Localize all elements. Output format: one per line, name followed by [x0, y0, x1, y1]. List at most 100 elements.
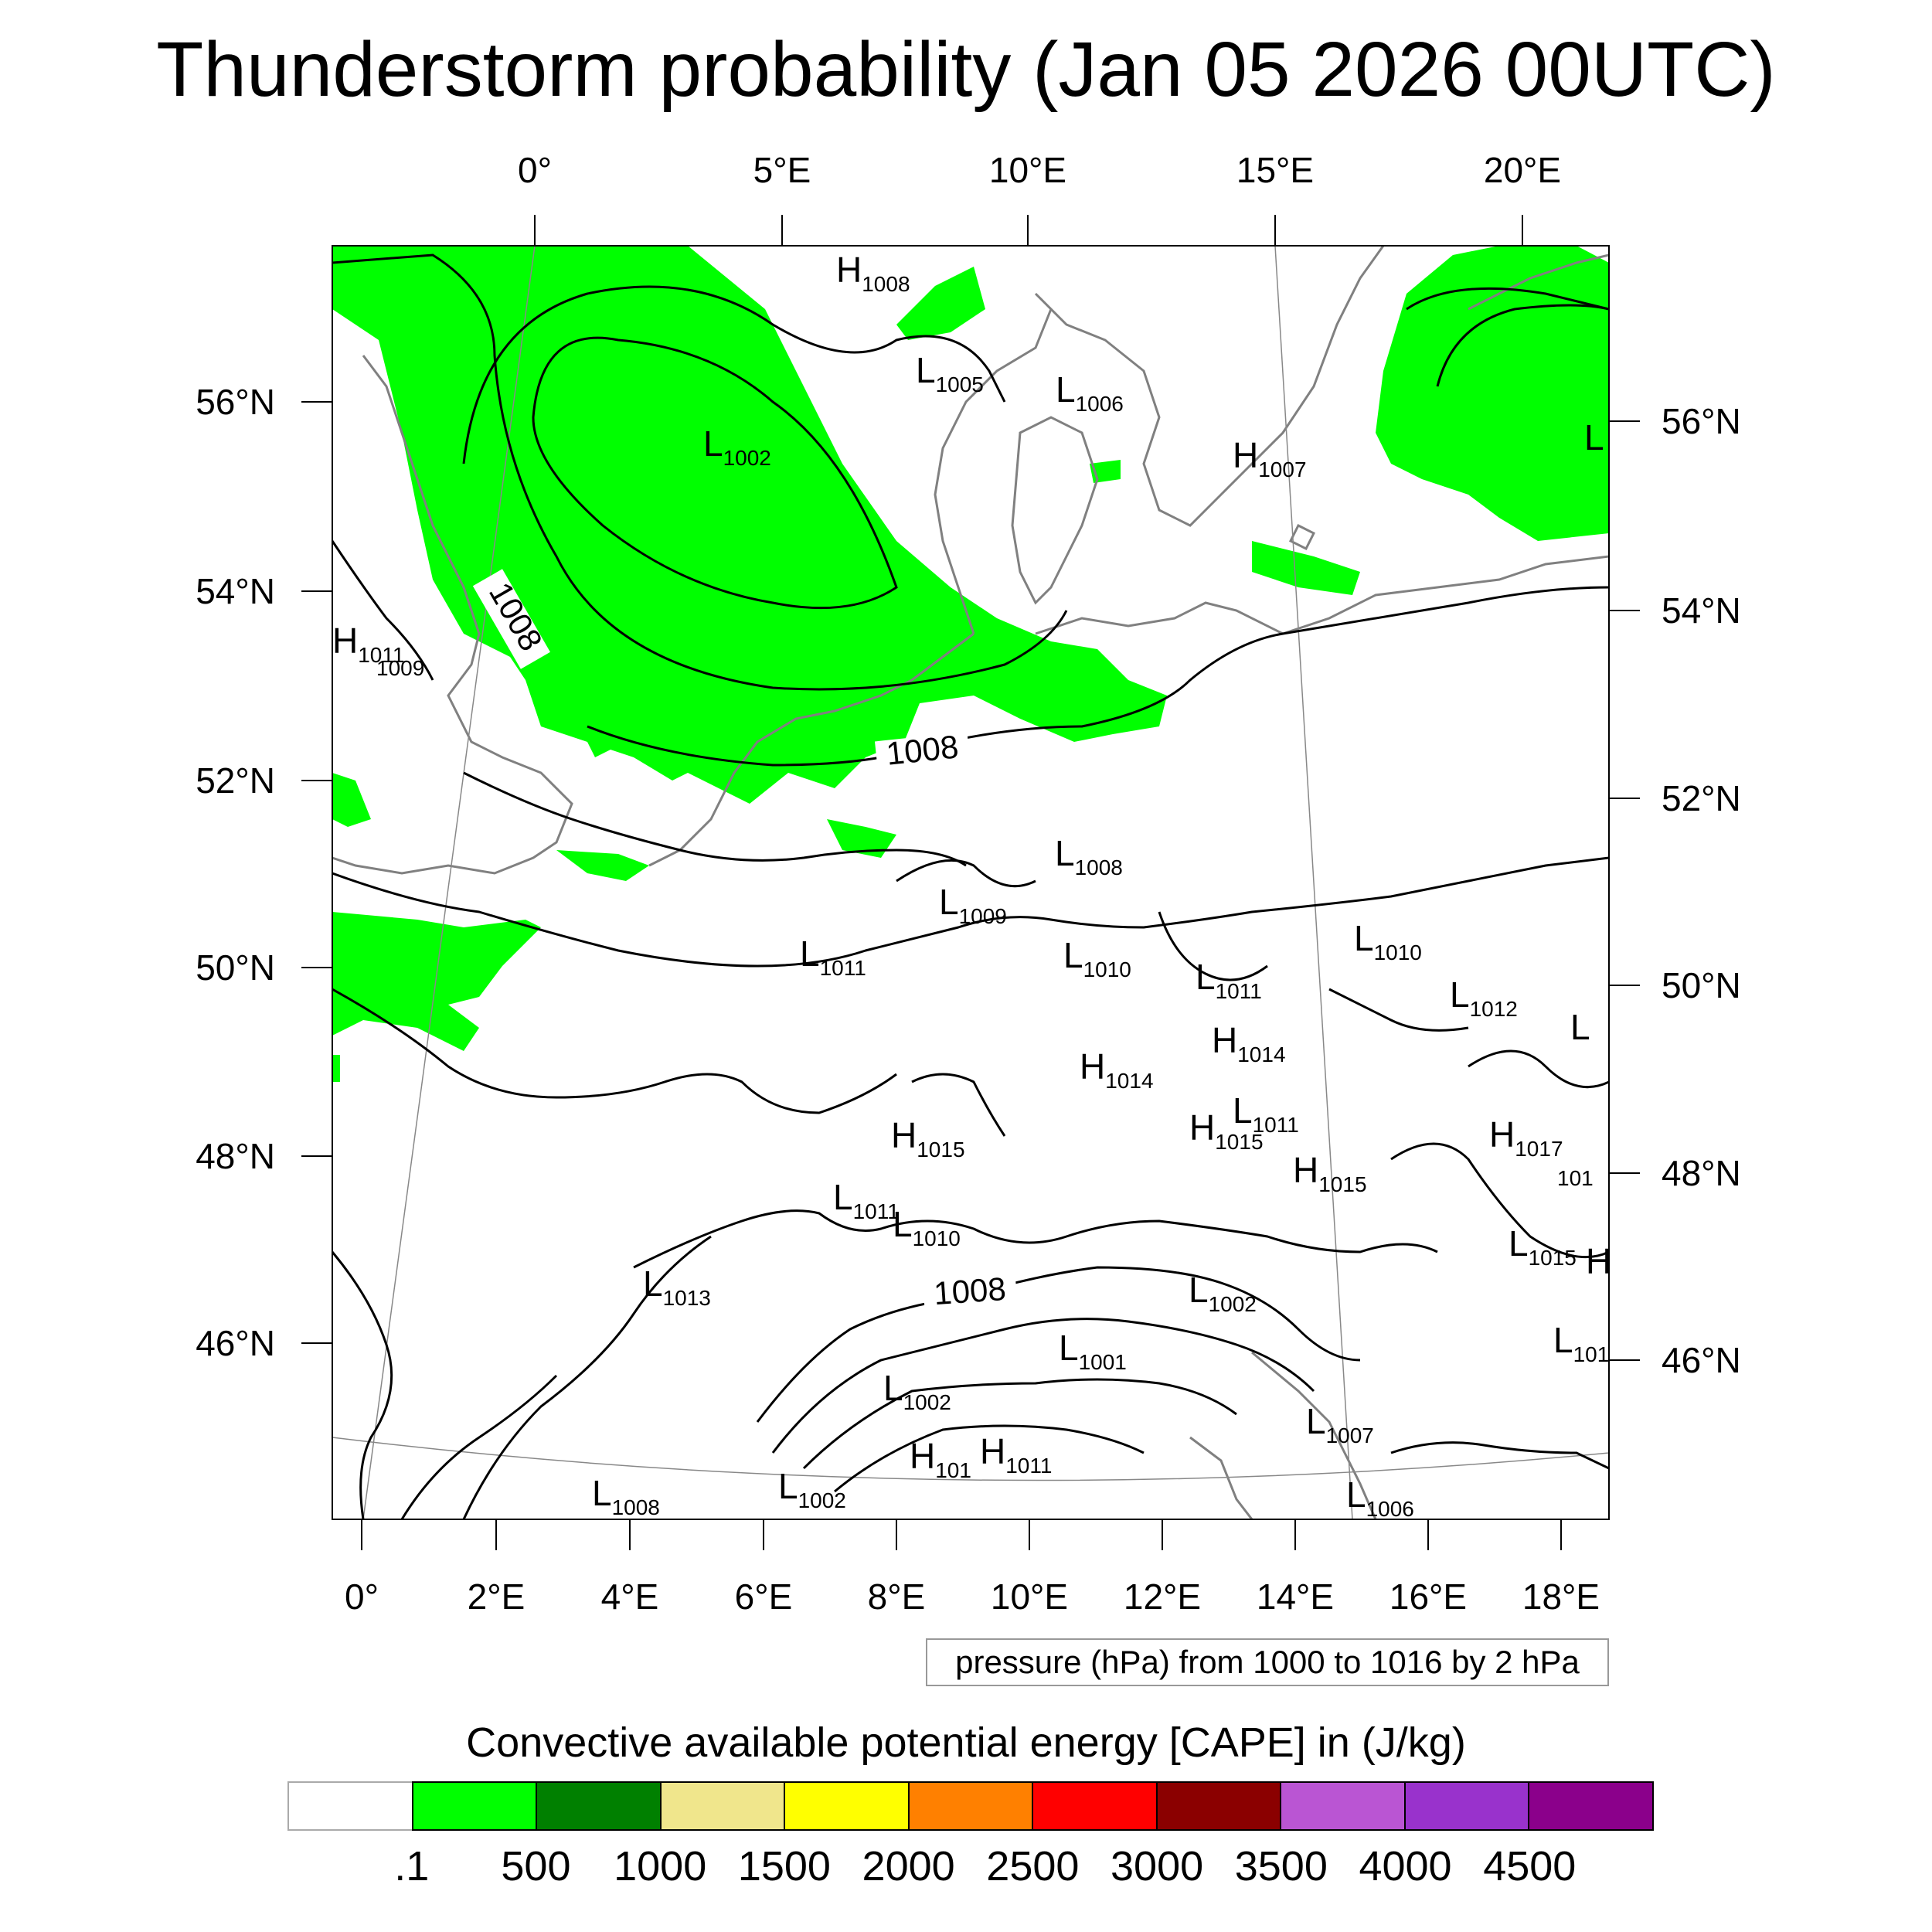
pressure-center-label: L1005	[916, 350, 984, 396]
isobar-low-inner	[532, 336, 898, 610]
graticule	[332, 246, 1609, 1519]
right-lat-label: 54°N	[1662, 590, 1741, 631]
pressure-center-label: L1015	[1509, 1223, 1577, 1270]
pressure-center-label: L	[1570, 1007, 1590, 1047]
pressure-center-label: L1002	[1189, 1270, 1257, 1316]
cape-colorbar-labels: .1 500 1000 1500 2000 2500 3000 3500 4000 4500	[287, 1839, 1654, 1893]
pressure-center-label: L1010	[1063, 935, 1131, 981]
bottom-lon-label: 8°E	[868, 1577, 926, 1617]
pressure-center-label: L1012	[1450, 975, 1518, 1021]
pressure-center-label: L1011	[800, 934, 866, 980]
cape-swatch	[1280, 1781, 1406, 1831]
right-lat-label: 46°N	[1662, 1340, 1741, 1380]
top-lon-label: 20°E	[1484, 150, 1561, 190]
bottom-lon-label: 10°E	[991, 1577, 1068, 1617]
isobar-1010-mid	[332, 856, 1609, 968]
coast-netherlands	[648, 632, 975, 867]
cape-area-low-countries	[827, 819, 896, 858]
right-lat-label: 56°N	[1662, 401, 1741, 441]
coast-lake-1	[1288, 523, 1316, 551]
pressure-centers: H 1008 L1005 L1006 L1002 H1007 L H1011 1009 L1008…	[332, 250, 1611, 1521]
cape-swatch	[1528, 1781, 1655, 1831]
pressure-center-label: L1008	[1055, 833, 1123, 879]
isobar-west-1	[332, 1251, 393, 1519]
cape-swatch	[1155, 1781, 1282, 1831]
contour-label-bg	[874, 731, 971, 776]
page-title: Thunderstorm probability (Jan 05 2026 00…	[156, 26, 1776, 113]
coast-sweden	[1034, 246, 1385, 527]
cape-colorbar-label: 1000	[614, 1843, 707, 1889]
meridian-15E	[1274, 246, 1353, 1519]
pressure-center-label: L1007	[1306, 1401, 1374, 1447]
pressure-center-label: H1017	[1489, 1114, 1563, 1161]
left-lat-label: 46°N	[196, 1323, 275, 1363]
isobar-alps-4	[834, 1424, 1145, 1493]
pressure-center-label: L1011	[1196, 957, 1262, 1003]
bottom-lon-label: 6°E	[735, 1577, 793, 1617]
pressure-center-label: H1015	[1189, 1107, 1264, 1154]
right-lat-label: 50°N	[1662, 965, 1741, 1005]
isobar-east-3	[1328, 988, 1469, 1032]
isobar-alps-2	[771, 1318, 1315, 1454]
pressure-center-label: H1014	[1212, 1020, 1286, 1066]
pressure-center-label: L1006	[1056, 369, 1124, 416]
bottom-lon-label: 0°	[345, 1577, 379, 1617]
cape-swatch	[287, 1781, 413, 1831]
pressure-center-label: H1015	[891, 1115, 965, 1162]
cape-colorbar	[287, 1781, 1655, 1831]
isobar-low-mid	[462, 285, 1006, 464]
pressure-center-label: L1010	[893, 1204, 961, 1250]
pressure-center-label: L1002	[703, 423, 771, 470]
cape-colorbar-label: 1500	[737, 1843, 831, 1889]
axis-labels: 0° 5°E 10°E 15°E 20°E 0° 2°E 4°E 6°E 8°E 10°E 12°E 1…	[196, 150, 1741, 1617]
cape-colorbar-label: 2500	[986, 1843, 1080, 1889]
bottom-lon-label: 18°E	[1522, 1577, 1600, 1617]
coast-jutland	[934, 308, 1053, 634]
contour-label-bg	[922, 1274, 1018, 1315]
isobar-east-2	[1468, 1049, 1609, 1089]
pressure-center-label: L1006	[1346, 1475, 1414, 1521]
left-lat-label: 54°N	[196, 571, 275, 611]
meridian-0	[362, 246, 536, 1519]
isobar-east-low-2	[1436, 304, 1609, 387]
pressure-legend: pressure (hPa) from 1000 to 1016 by 2 hP…	[926, 1638, 1609, 1686]
pressure-center-label: H1014	[1080, 1046, 1154, 1093]
cape-area-north-sea	[332, 246, 1167, 804]
coast-italy-north	[1189, 1436, 1253, 1519]
cape-colorbar-label: 3000	[1111, 1843, 1204, 1889]
pressure-center-label: H	[1586, 1241, 1611, 1281]
isobar-mid-2	[1158, 911, 1268, 981]
contour-label: 1008	[933, 1270, 1007, 1311]
cape-area-west-uk	[332, 773, 371, 827]
isobar-channel	[463, 771, 967, 867]
parallel-bottom	[332, 1437, 1609, 1481]
cape-area-dover	[556, 850, 649, 881]
pressure-center-label: L1009	[939, 882, 1007, 928]
isobar-west-2	[332, 540, 434, 681]
isobar-mid-3	[911, 1073, 1006, 1137]
pressure-center-label: 1009	[376, 656, 424, 680]
cape-area-sardinia-edge	[332, 1055, 340, 1082]
contour-label-bg	[472, 569, 550, 669]
cape-swatch	[536, 1781, 662, 1831]
isobar-mid-1	[896, 859, 1036, 888]
pressure-center-label: 101	[1557, 1166, 1594, 1190]
cape-area-baltic-small	[1252, 541, 1360, 595]
left-lat-label: 56°N	[196, 382, 275, 422]
pressure-center-label: H1007	[1233, 435, 1307, 481]
pressure-center-label: L1002	[883, 1368, 951, 1414]
pressure-center-label: H1011	[980, 1431, 1052, 1478]
pressure-center-label: L1011	[833, 1177, 900, 1223]
axis-ticks	[301, 215, 1640, 1550]
isobar-alps-3	[802, 1378, 1237, 1470]
coast-adriatic	[1251, 1351, 1377, 1519]
cape-colorbar-label: 4500	[1483, 1843, 1577, 1889]
top-lon-label: 15°E	[1236, 150, 1314, 190]
pressure-center-label: L1013	[643, 1264, 711, 1310]
bottom-lon-label: 2°E	[468, 1577, 526, 1617]
pressure-center-label: H101	[910, 1436, 971, 1482]
coast-britain	[332, 355, 573, 875]
pressure-center-label: L1010	[1354, 918, 1422, 964]
pressure-center-label: L1002	[778, 1466, 846, 1512]
